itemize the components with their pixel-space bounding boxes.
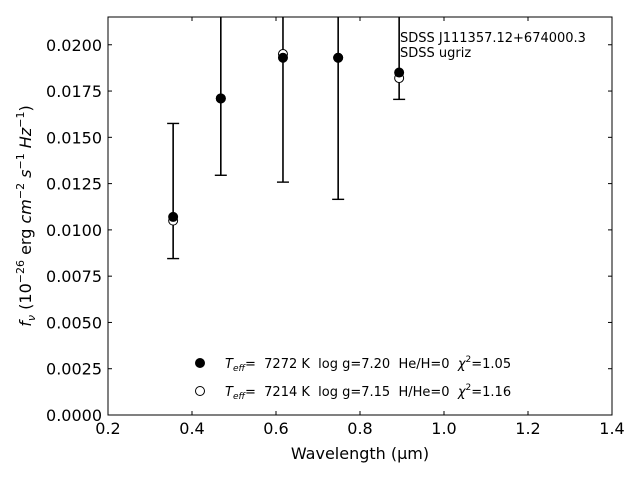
model-point-filled [277, 52, 288, 63]
legend-open-marker [195, 386, 205, 396]
legend-entry-2: Teff= 7214 K log g=7.15 H/He=0 χ2=1.16 [225, 383, 511, 402]
y-tick-label: 0.0100 [46, 221, 102, 240]
x-tick-label: 0.6 [263, 419, 288, 438]
model-point-filled [394, 67, 405, 78]
y-tick-label: 0.0075 [46, 267, 102, 286]
y-tick-label: 0.0050 [46, 313, 102, 332]
annotation-survey: SDSS ugriz [400, 46, 471, 61]
x-tick-label: 0.8 [347, 419, 372, 438]
x-tick-label: 0.2 [95, 419, 120, 438]
legend-entry-1: Teff= 7272 K log g=7.20 He/H=0 χ2=1.05 [225, 355, 511, 374]
y-axis-label: fν (10−26 erg cm−2 s−1 Hz−1) [14, 105, 38, 326]
x-tick-label: 1.2 [515, 419, 540, 438]
x-tick-label: 0.4 [179, 419, 204, 438]
y-tick-label: 0.0000 [46, 406, 102, 425]
plot-frame [107, 16, 613, 416]
y-tick-label: 0.0125 [46, 175, 102, 194]
x-tick-label: 1.0 [431, 419, 456, 438]
y-tick-label: 0.0175 [46, 82, 102, 101]
x-tick-label: 1.4 [599, 419, 624, 438]
x-axis-label: Wavelength (μm) [291, 444, 429, 463]
y-tick-label: 0.0025 [46, 360, 102, 379]
model-point-filled [333, 52, 344, 63]
model-point-filled [215, 93, 226, 104]
annotation-object-name: SDSS J111357.12+674000.3 [400, 31, 586, 46]
y-tick-label: 0.0150 [46, 128, 102, 147]
y-tick-label: 0.0200 [46, 36, 102, 55]
legend: Teff= 7272 K log g=7.20 He/H=0 χ2=1.05 T… [195, 355, 511, 402]
model-point-filled [168, 211, 179, 222]
ticks-layer: 0.2 0.4 0.6 0.8 1.0 1.2 1.4 0.0000 0.0025 0.0050 0… [46, 17, 625, 438]
legend-filled-marker [195, 358, 205, 368]
plot-layer [167, 17, 406, 260]
